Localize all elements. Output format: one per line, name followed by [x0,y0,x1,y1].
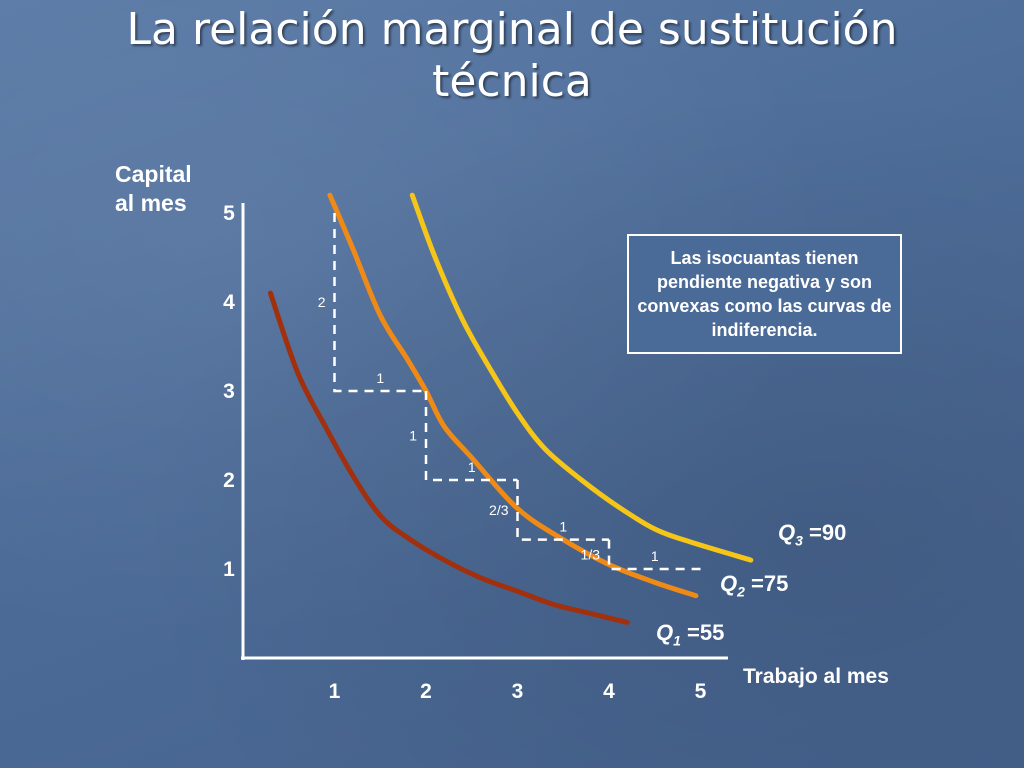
legend-label-q2: Q2 =75 [720,571,788,599]
isoquant-curve-q1 [267,290,630,625]
mrts-step-3 [516,480,609,541]
mrts-step-4-dy-label: 1/3 [581,546,601,562]
legend-label-q3: Q3 =90 [778,520,846,548]
slide-title-line1: La relación marginal de sustitución [126,4,898,55]
legend-q1-value: =55 [687,620,725,645]
legend-q2-sub: 2 [737,583,745,600]
y-axis-label-line2: al mes [115,190,187,216]
x-tick-label-4: 4 [603,680,615,703]
mrts-step-1-dy-label: 2 [318,294,326,310]
legend-q3-value: =90 [809,520,847,545]
y-tick-label-4: 4 [223,291,235,314]
y-tick-label-2: 2 [223,469,235,492]
legend-q2-letter: Q [720,571,738,596]
y-tick-label-3: 3 [223,380,235,403]
legend-q1-letter: Q [656,620,674,645]
mrts-step-3-dy-label: 2/3 [489,502,509,518]
annotation-box: Las isocuantas tienen pendiente negativa… [627,234,902,354]
legend-q3-letter: Q [778,520,796,545]
y-tick-label-1: 1 [223,558,235,581]
y-axis-label-line1: Capital [115,161,192,187]
legend-q1-sub: 1 [673,632,681,649]
annotation-text: Las isocuantas tienen pendiente negativa… [637,248,892,340]
slide-title: La relación marginal de sustitución técn… [0,4,1024,108]
x-axis-label: Trabajo al mes [743,665,889,688]
mrts-step-2-dy-label: 1 [409,428,417,444]
x-tick-label-5: 5 [695,680,707,703]
mrts-step-1-dx-label: 1 [376,370,384,386]
mrts-step-4-dx-label: 1 [651,548,659,564]
legend-label-q1: Q1 =55 [656,620,724,648]
x-tick-label-1: 1 [329,680,341,703]
isoquant-curve-q3 [409,192,754,563]
legend-q3-sub: 3 [795,532,803,549]
mrts-step-3-dx-label: 1 [559,519,567,535]
mrts-step-2-dx-label: 1 [468,459,476,475]
y-tick-label-5: 5 [223,202,235,225]
y-axis-label: Capital al mes [115,160,192,218]
isoquant-curve-q2 [327,192,699,599]
x-tick-label-2: 2 [420,680,432,703]
mrts-step-1 [333,213,426,393]
mrts-step-2 [424,391,518,482]
legend-q2-value: =75 [751,571,789,596]
slide-title-line2: técnica [432,56,592,107]
x-tick-label-3: 3 [512,680,524,703]
